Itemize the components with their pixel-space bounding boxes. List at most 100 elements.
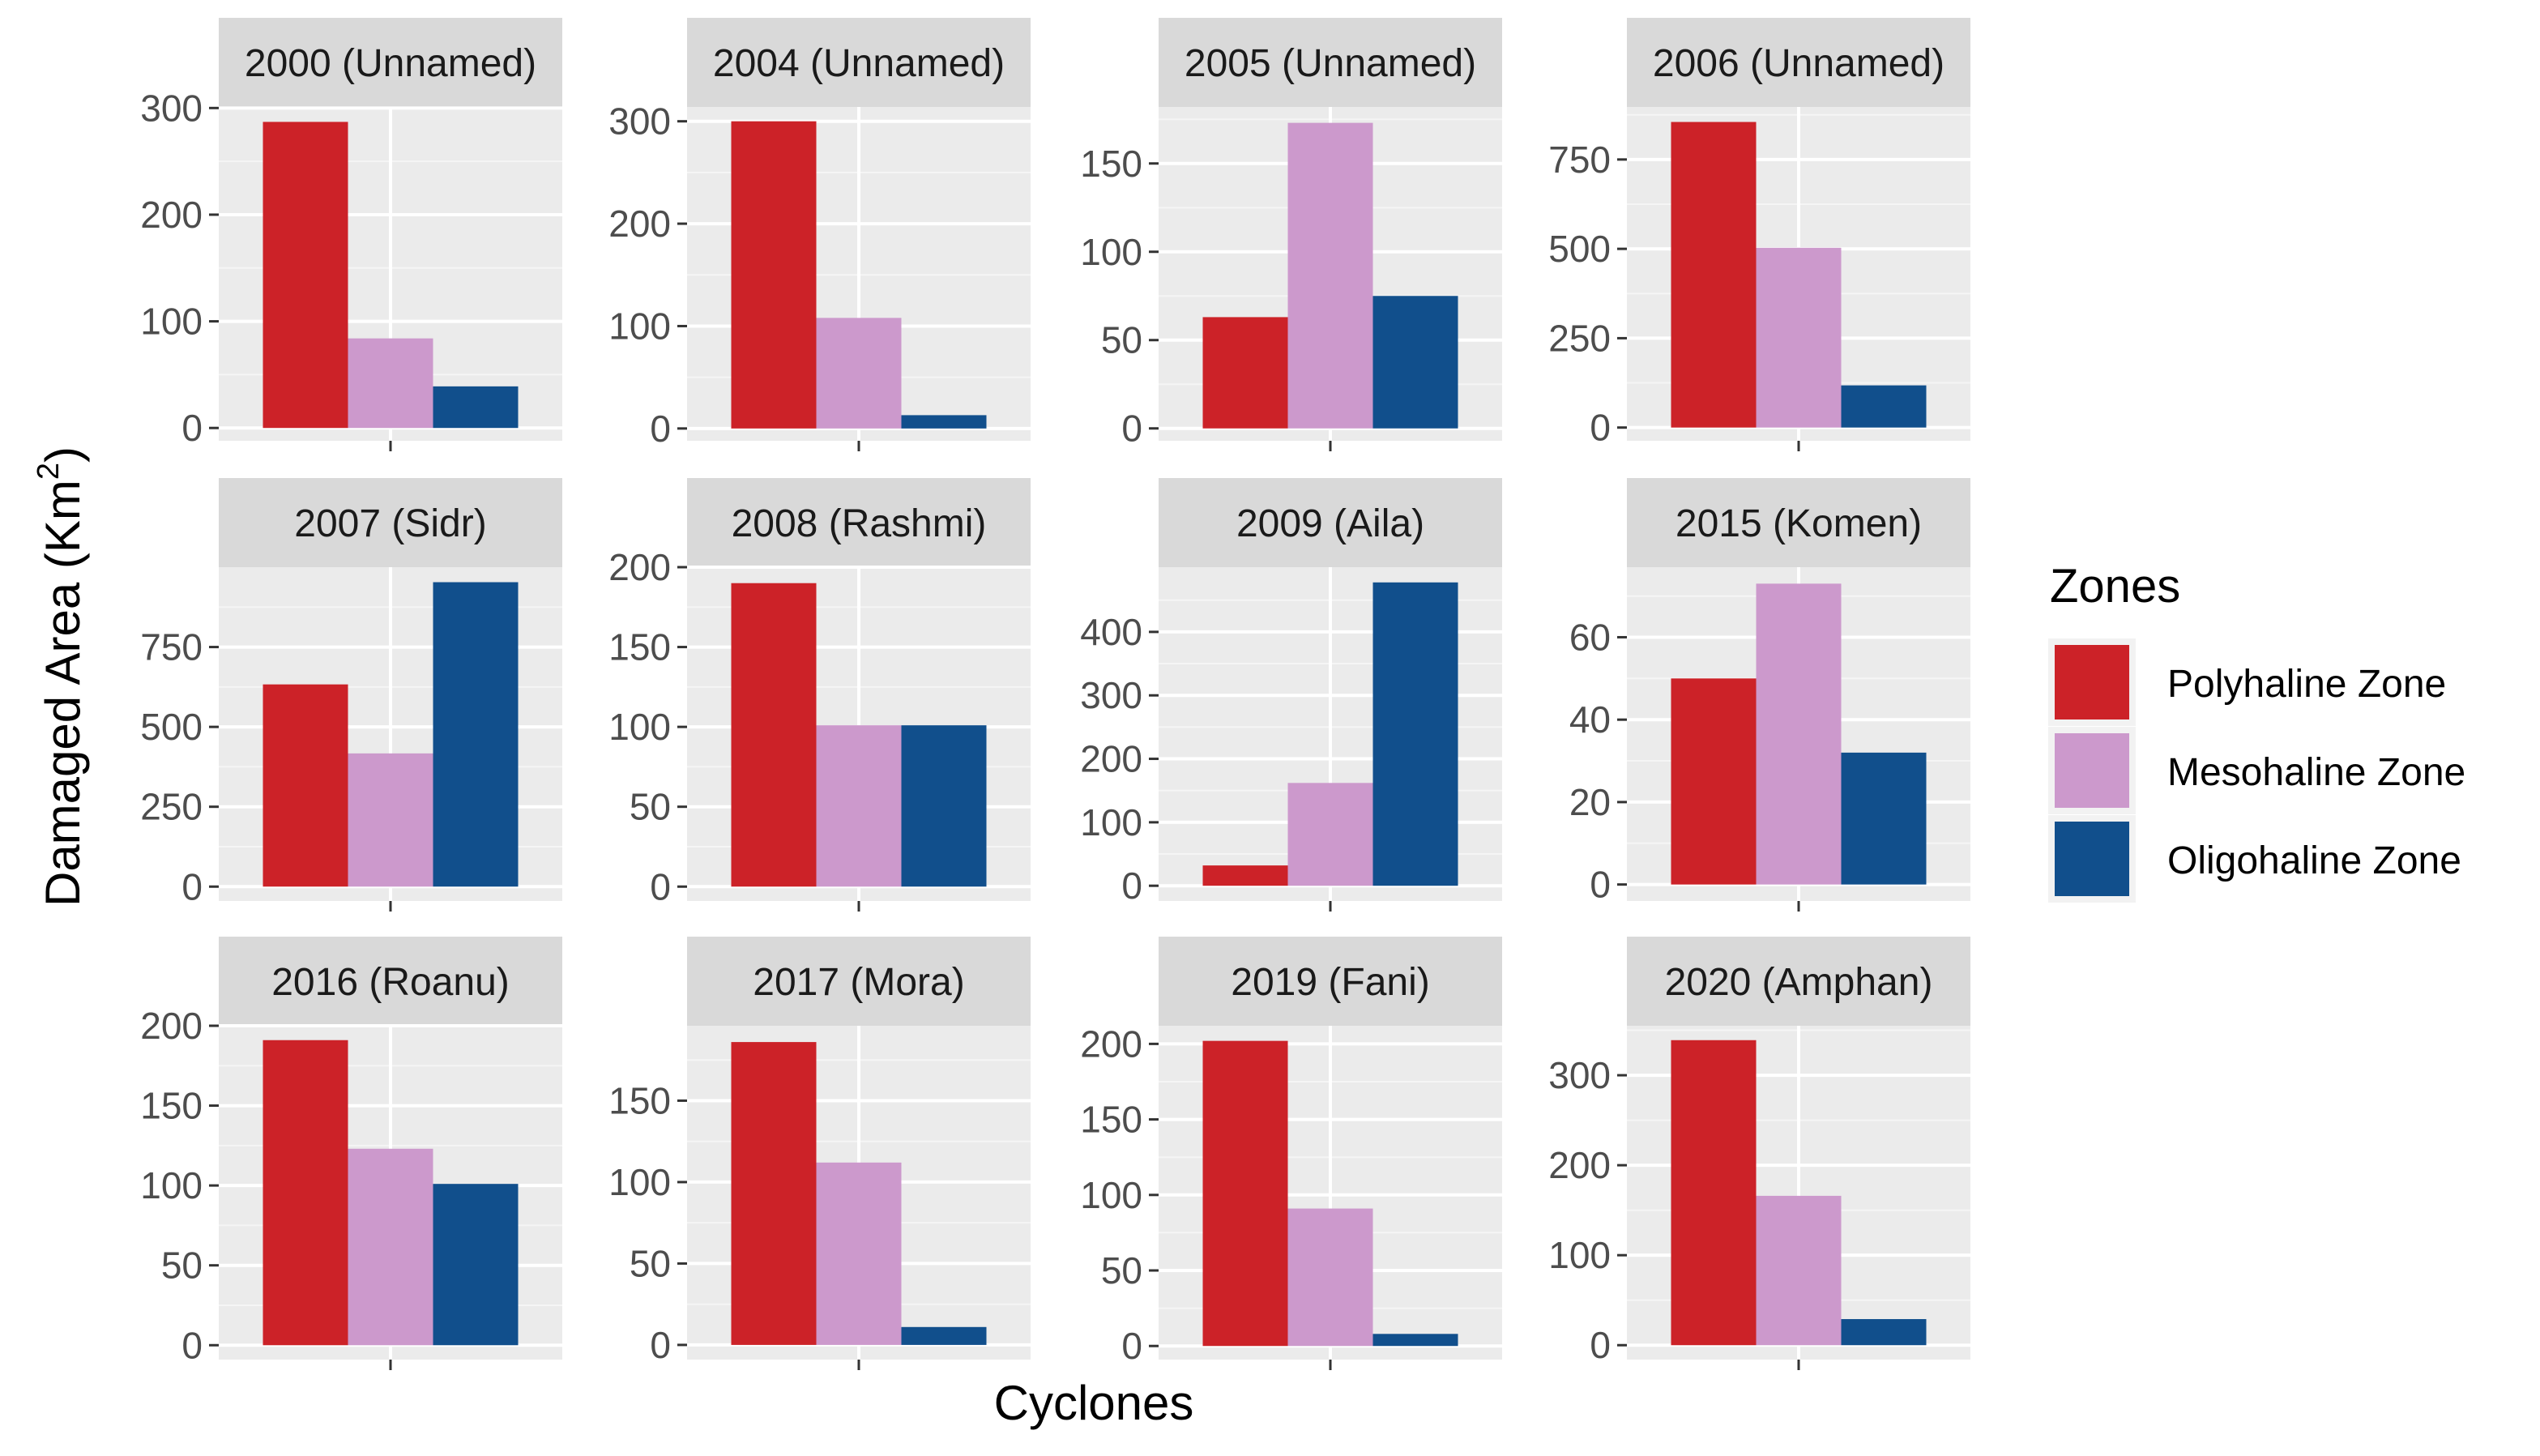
y-tick-label: 0 — [1121, 408, 1142, 450]
bar-mesohaline — [816, 318, 902, 429]
facet-strip-label: 2004 (Unnamed) — [713, 42, 1005, 85]
y-tick-label: 300 — [140, 87, 203, 129]
y-tick-label: 100 — [1080, 1174, 1142, 1216]
bar-mesohaline — [1756, 247, 1842, 428]
facet-strip — [1159, 18, 1502, 107]
y-tick-label: 100 — [140, 1164, 203, 1206]
y-tick-label: 300 — [1548, 1054, 1611, 1096]
bar-oligohaline — [1372, 582, 1458, 886]
bar-mesohaline — [1287, 783, 1373, 886]
y-tick-label: 0 — [650, 408, 671, 450]
y-tick-label: 20 — [1569, 781, 1611, 823]
bar-polyhaline — [731, 1042, 817, 1345]
legend-swatch-oligohaline — [2055, 822, 2129, 896]
y-tick-label: 0 — [1121, 1325, 1142, 1367]
bar-oligohaline — [901, 1326, 987, 1345]
bar-mesohaline — [348, 1148, 433, 1346]
bar-polyhaline — [731, 121, 817, 429]
legend-label-mesohaline: Mesohaline Zone — [2167, 751, 2465, 794]
y-tick-label: 150 — [1080, 143, 1142, 185]
bar-mesohaline — [1287, 122, 1373, 429]
facet-strip — [1627, 18, 1970, 107]
facet-panel-5: 2007 (Sidr) 0 250 500 750 — [140, 478, 562, 912]
facet-strip-label: 2015 (Komen) — [1676, 502, 1922, 545]
bar-oligohaline — [433, 1184, 519, 1346]
y-tick-label: 100 — [608, 706, 671, 748]
legend-entry-mesohaline: Mesohaline Zone — [2048, 727, 2465, 814]
facet-strip — [687, 937, 1031, 1026]
legend-title: Zones — [2050, 560, 2180, 613]
legend-entry-oligohaline: Oligohaline Zone — [2048, 815, 2461, 903]
facet-panel-12: 2020 (Amphan) 0 100 200 300 — [1548, 937, 1970, 1370]
y-tick-label: 200 — [1080, 738, 1142, 780]
facet-strip — [1627, 478, 1970, 567]
y-tick-label: 200 — [140, 194, 203, 236]
bar-oligohaline — [901, 725, 987, 887]
y-tick-label: 150 — [608, 626, 671, 668]
facet-strip — [687, 18, 1031, 107]
y-tick-label: 0 — [1590, 864, 1611, 906]
bar-oligohaline — [1841, 385, 1927, 428]
bar-polyhaline — [263, 122, 348, 429]
facet-panel-3: 2005 (Unnamed) 0 50 100 150 — [1080, 18, 1502, 451]
y-tick-label: 500 — [140, 706, 203, 748]
y-tick-label: 300 — [1080, 674, 1142, 716]
bar-polyhaline — [1202, 865, 1288, 886]
facet-panel-8: 2015 (Komen) 0 20 40 60 — [1569, 478, 1970, 912]
bar-polyhaline — [263, 684, 348, 887]
legend-entry-polyhaline: Polyhaline Zone — [2048, 638, 2446, 726]
y-axis-title-superscript: 2 — [32, 463, 66, 480]
facet-strip-label: 2016 (Roanu) — [271, 961, 510, 1004]
bar-oligohaline — [433, 386, 519, 429]
bar-mesohaline — [816, 1162, 902, 1345]
facet-panel-4: 2006 (Unnamed) 0 250 500 750 — [1548, 18, 1970, 451]
y-tick-label: 50 — [161, 1245, 203, 1287]
legend-swatch-mesohaline — [2055, 733, 2129, 808]
y-axis-title-text: Damaged Area — [36, 582, 90, 907]
legend-label-oligohaline: Oligohaline Zone — [2167, 839, 2461, 882]
x-axis-title: Cyclones — [994, 1376, 1194, 1430]
bar-oligohaline — [433, 582, 519, 887]
facet-panel-1: 2000 (Unnamed) 0 100 200 300 — [140, 18, 562, 451]
y-tick-label: 50 — [1101, 1249, 1142, 1292]
y-axis-title-paren-close: ) — [36, 446, 90, 463]
y-tick-label: 100 — [1548, 1234, 1611, 1276]
y-tick-label: 50 — [630, 1242, 671, 1284]
facet-panel-2: 2004 (Unnamed) 0 100 200 300 — [608, 18, 1031, 451]
legend-swatch-polyhaline — [2055, 645, 2129, 719]
bar-polyhaline — [1671, 678, 1757, 885]
y-tick-label: 0 — [650, 865, 671, 907]
facet-strip — [1159, 478, 1502, 567]
y-tick-label: 400 — [1080, 611, 1142, 653]
y-tick-label: 0 — [181, 865, 203, 907]
y-tick-label: 50 — [630, 786, 671, 828]
bar-polyhaline — [731, 583, 817, 887]
bar-polyhaline — [263, 1040, 348, 1346]
facet-strip — [219, 478, 562, 567]
bar-oligohaline — [1841, 752, 1927, 885]
y-axis-title: Damaged Area (Km2) — [32, 446, 90, 907]
facet-strip-label: 2020 (Amphan) — [1665, 961, 1933, 1004]
bar-mesohaline — [348, 753, 433, 887]
bar-mesohaline — [348, 338, 433, 429]
bar-oligohaline — [1372, 1334, 1458, 1347]
facet-panel-9: 2016 (Roanu) 0 50 100 150 200 — [140, 937, 562, 1370]
facet-strip — [1159, 937, 1502, 1026]
facet-strip — [1627, 937, 1970, 1026]
facet-strip — [687, 478, 1031, 567]
facet-strip-label: 2009 (Aila) — [1236, 502, 1424, 545]
facet-strip — [219, 937, 562, 1026]
y-tick-label: 250 — [1548, 317, 1611, 359]
y-tick-label: 150 — [608, 1079, 671, 1121]
facet-strip-label: 2005 (Unnamed) — [1185, 42, 1476, 85]
facet-strip-label: 2008 (Rashmi) — [732, 502, 987, 545]
facet-strip-label: 2006 (Unnamed) — [1653, 42, 1944, 85]
y-axis-title-paren-open: ( — [36, 553, 90, 583]
y-tick-label: 0 — [1590, 407, 1611, 449]
y-tick-label: 100 — [1080, 801, 1142, 843]
y-axis-title-unit: Km — [36, 480, 90, 553]
y-tick-label: 200 — [608, 203, 671, 245]
y-tick-label: 200 — [1080, 1023, 1142, 1065]
